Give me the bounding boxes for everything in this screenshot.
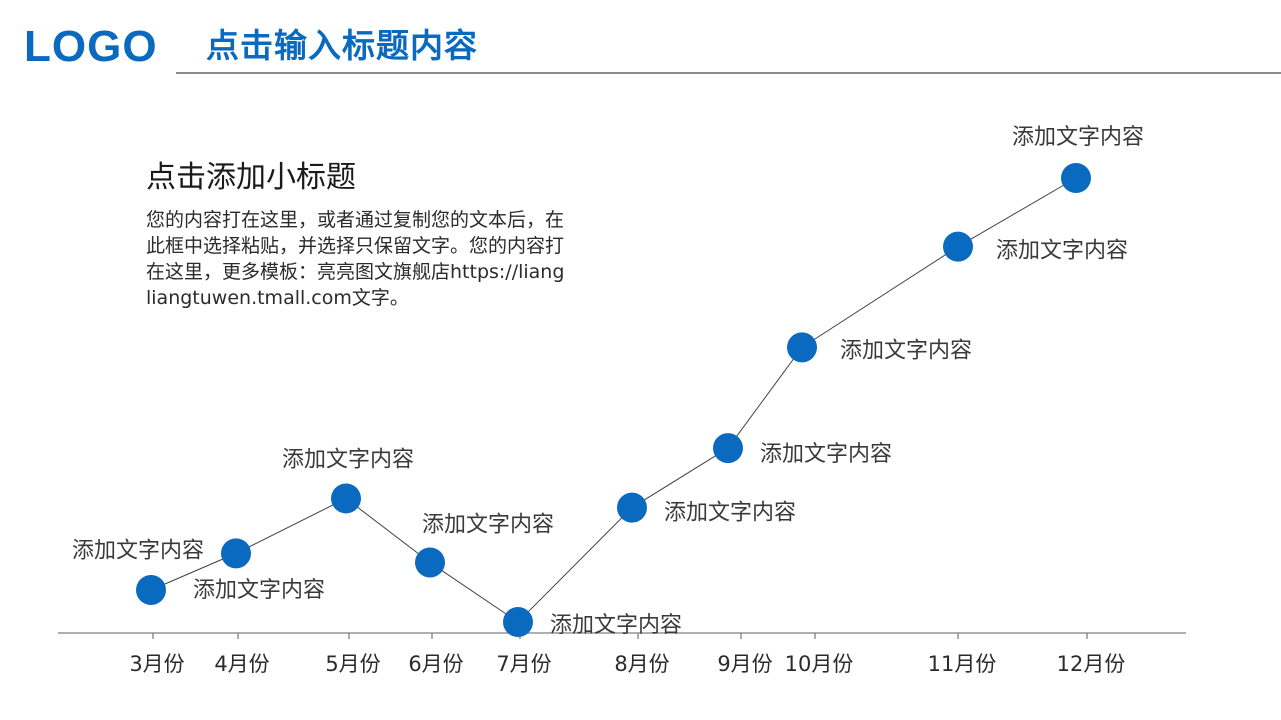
data-point [943, 231, 973, 262]
point-label[interactable]: 添加文字内容 [282, 447, 414, 472]
data-point [617, 492, 647, 523]
series-line-segment [429, 562, 519, 623]
point-label[interactable]: 添加文字内容 [996, 239, 1128, 264]
subtitle[interactable]: 点击添加小标题 [146, 160, 356, 195]
x-tick-label: 6月份 [408, 652, 463, 676]
series-line-segment [631, 447, 729, 509]
series-line-segment [517, 507, 633, 623]
x-tick-label: 10月份 [785, 652, 854, 676]
data-point [415, 547, 445, 578]
series-line-group [150, 177, 1077, 623]
page-title[interactable]: 点击输入标题内容 [206, 26, 478, 65]
x-axis [58, 632, 1186, 639]
data-point [221, 538, 251, 569]
x-tick-label: 5月份 [325, 652, 380, 676]
header-divider [176, 72, 1281, 74]
x-tick-label: 7月份 [496, 652, 551, 676]
point-labels: 添加文字内容添加文字内容添加文字内容添加文字内容添加文字内容添加文字内容添加文字… [72, 125, 1144, 638]
data-point [503, 607, 533, 638]
point-label[interactable]: 添加文字内容 [664, 501, 796, 526]
x-tick-label: 8月份 [614, 652, 669, 676]
point-label[interactable]: 添加文字内容 [760, 442, 892, 467]
data-point [787, 332, 817, 363]
x-tick-labels: 3月份 4月份 5月份 6月份 7月份 8月份 9月份 10月份 11月份 12月份 [129, 652, 1125, 676]
point-label[interactable]: 添加文字内容 [1012, 125, 1144, 150]
data-point [713, 433, 743, 464]
series-line-segment [345, 498, 431, 563]
x-tick-label: 4月份 [214, 652, 269, 676]
x-tick-label: 11月份 [928, 652, 997, 676]
point-label[interactable]: 添加文字内容 [422, 513, 554, 538]
data-point [331, 483, 361, 514]
series-line-segment [957, 177, 1077, 248]
series-line-segment [801, 246, 959, 348]
body-text[interactable]: 您的内容打在这里，或者通过复制您的文本后，在此框中选择粘贴，并选择只保留文字。您… [146, 209, 565, 309]
point-label[interactable]: 添加文字内容 [72, 538, 204, 563]
data-point [1061, 163, 1091, 193]
series-line-segment [235, 497, 347, 554]
logo: LOGO [24, 22, 158, 71]
x-tick-label: 12月份 [1057, 652, 1126, 676]
x-tick-label: 3月份 [129, 652, 184, 676]
point-label[interactable]: 添加文字内容 [840, 338, 972, 363]
series-line-segment [727, 347, 803, 449]
point-label[interactable]: 添加文字内容 [550, 613, 682, 638]
data-points [136, 163, 1091, 638]
point-label[interactable]: 添加文字内容 [193, 578, 325, 603]
series-line-segment [150, 552, 237, 591]
x-tick-label: 9月份 [717, 652, 772, 676]
data-point [136, 575, 166, 605]
